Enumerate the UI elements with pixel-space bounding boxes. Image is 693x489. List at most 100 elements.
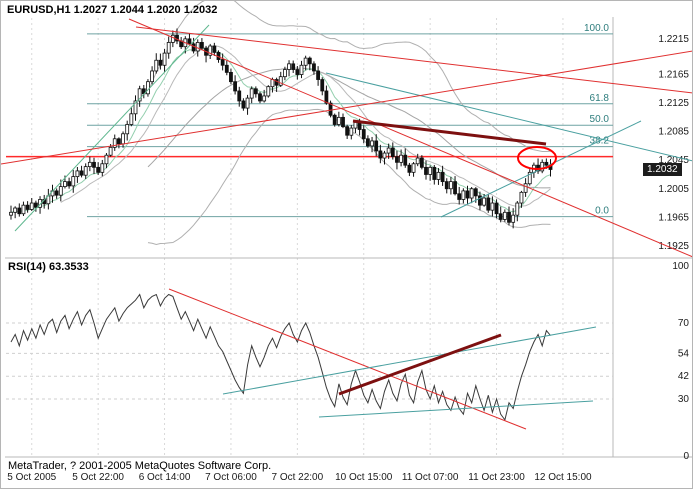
candle-body [365,138,370,147]
rsi-axis-label: 70 [678,318,690,329]
time-axis-label: 5 Oct 22:00 [72,472,124,483]
candle-body [440,171,445,183]
candle-body [382,152,387,159]
candle-body [386,147,391,154]
price-axis-label: 1.2215 [658,34,689,45]
price-axis-label: 1.2165 [658,70,689,81]
candle-body [419,157,424,168]
resistance-maroon[interactable] [352,119,547,146]
candle-body [71,176,76,187]
candle-body [507,211,511,223]
time-axis-label: 6 Oct 14:00 [139,472,191,483]
candle-body [75,170,80,178]
candle-body [324,90,329,104]
candle-body [515,202,520,216]
uptrend-support-teal[interactable] [14,24,210,232]
candle-body [170,34,175,43]
candle-body [79,170,84,176]
candle-body [436,171,441,180]
candle-body [448,181,453,190]
candle-body [212,45,217,53]
rsi-flat-teal[interactable] [318,400,594,418]
time-axis-label: 7 Oct 22:00 [271,472,323,483]
fibonacci-level-label: 100.0 [584,23,609,34]
candle-body [112,138,117,148]
candle-body [158,59,163,66]
fibonacci-level-label: 50.0 [590,114,610,125]
candle-body [320,79,325,92]
rsi-axis-label: 54 [678,348,690,359]
rsi-indicator-label: RSI(14) 63.3533 [8,261,89,273]
candle-body [191,43,196,52]
long-ascending-red[interactable] [1,50,693,165]
candle-body [395,156,399,163]
candle-body [502,211,507,220]
candle-body [54,190,59,196]
bollinger-upper-band [147,1,551,152]
candle-body [332,114,337,125]
candle-body [307,57,312,65]
candle-body [457,193,462,200]
candle-body [29,202,34,210]
candle-body [498,213,503,220]
candle-body [87,161,92,168]
rsi-axis-label: 30 [678,394,690,405]
candle-body [224,64,229,73]
candle-body [21,204,26,215]
candle-body [370,140,374,147]
downtrend-teal[interactable] [325,72,693,162]
rsi-descending-red[interactable] [168,288,527,430]
fibonacci-level-label: 0.0 [595,206,609,217]
steep-descending-red[interactable] [128,18,693,258]
candle-body [424,166,428,175]
candle-body [378,150,383,159]
candle-body [403,154,408,166]
candle-body [146,81,150,95]
candle-body [349,127,354,136]
time-axis-label: 11 Oct 07:00 [402,472,459,483]
candle-body [233,81,238,92]
candle-body [444,181,449,190]
rsi-ascending-maroon[interactable] [338,333,502,396]
candle-body [96,166,101,173]
slow-moving-average [147,67,551,189]
copyright-footer: MetaTrader, ? 2001-2005 MetaQuotes Softw… [8,460,272,472]
candle-body [540,161,545,172]
bollinger-lower-band [147,108,551,246]
rsi-axis-label: 0 [683,451,689,462]
time-axis-label: 10 Oct 15:00 [335,472,393,483]
candle-body [92,161,96,168]
candle-body [299,64,304,75]
candle-body [166,42,171,54]
candle-body [249,88,254,99]
candle-body [258,93,262,102]
time-axis-label: 7 Oct 06:00 [205,472,257,483]
highlight-ellipse[interactable] [517,146,557,170]
time-axis-label: 12 Oct 15:00 [534,472,592,483]
candle-body [220,59,225,66]
rsi-axis-label: 100 [672,261,689,272]
candle-body [129,113,134,125]
candle-body [407,164,412,173]
price-axis-label: 1.2005 [658,184,689,195]
candle-body [266,86,271,97]
candle-body [361,129,366,140]
current-price-badge: 1.2032 [643,163,682,176]
candle-body [399,154,404,163]
price-axis-label: 1.2125 [658,98,689,109]
price-axis-label: 1.1925 [658,241,689,252]
price-axis-label: 1.1965 [658,212,689,223]
candle-body [229,71,233,83]
symbol-ohlc-title: EURUSD,H1 1.2027 1.2044 1.2020 1.2032 [7,4,218,16]
candle-body [303,57,308,66]
candle-body [390,147,395,158]
candle-body [117,138,121,145]
shallow-descending-red[interactable] [135,26,693,94]
candle-body [374,140,379,152]
candle-body [83,166,88,176]
candle-body [133,100,138,115]
rsi-ascending-teal[interactable] [222,326,597,395]
candle-body [469,188,474,199]
